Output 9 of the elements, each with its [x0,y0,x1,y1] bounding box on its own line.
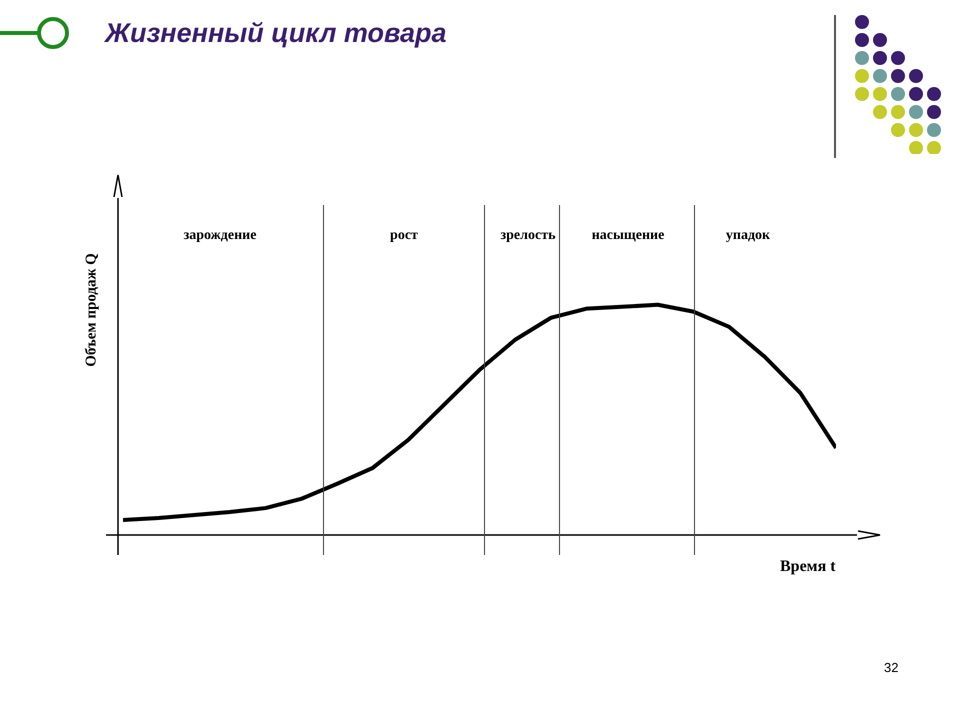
chart-title: Жизненный цикл товара [105,18,447,49]
text: зарождение [184,228,256,244]
text: упадок [726,228,770,244]
text: рост [390,228,418,244]
text: 32 [884,660,898,675]
y-axis-title: Объем продаж Q [84,253,100,367]
text: зрелость [500,228,556,244]
text: насыщение [592,228,664,244]
x-axis-title: Время t [780,558,836,576]
